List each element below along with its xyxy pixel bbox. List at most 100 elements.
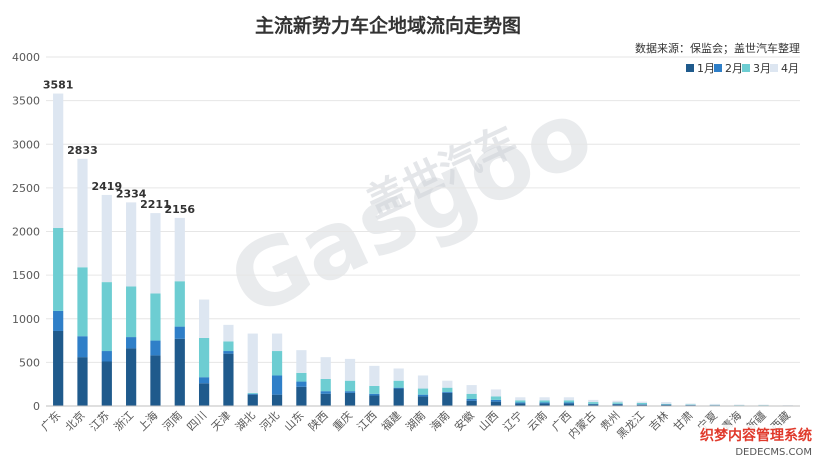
bar-segment — [612, 400, 623, 403]
bar-segment — [539, 402, 550, 404]
bar-segment — [320, 391, 331, 394]
bar-segment — [150, 340, 161, 356]
bar-segment — [53, 310, 64, 331]
bar-segment — [174, 338, 185, 406]
bar-segment — [77, 267, 88, 337]
x-category-label: 山西 — [476, 409, 501, 434]
legend: 1月 2月 3月 4月 — [686, 62, 799, 75]
bar-segment — [636, 402, 648, 405]
bar-segment — [661, 404, 672, 406]
x-category-label: 河南 — [160, 409, 185, 434]
x-category-label: 北京 — [62, 408, 87, 433]
x-category-label: 海南 — [427, 408, 452, 433]
bar-segment — [417, 396, 429, 406]
x-category-label: 陕西 — [305, 408, 330, 433]
bar-segment — [539, 400, 550, 403]
y-tick-label: 3000 — [12, 138, 40, 151]
bar-segment — [442, 392, 453, 406]
bars — [53, 93, 793, 406]
bar-segment — [77, 357, 88, 406]
x-category-label: 内蒙古 — [565, 408, 598, 441]
bar-segment — [563, 400, 575, 403]
bar-segment — [588, 404, 599, 406]
bar-segment — [296, 381, 307, 387]
bar-segment — [393, 368, 404, 381]
bar-segment — [198, 337, 210, 378]
x-category-label: 浙江 — [112, 409, 137, 434]
bar-segment — [588, 399, 599, 403]
bar-segment — [320, 357, 331, 379]
legend-label: 4月 — [781, 62, 799, 75]
y-tick-label: 2500 — [12, 182, 40, 195]
bar-segment — [126, 348, 137, 406]
bar-segment — [53, 93, 64, 229]
bar-segment — [101, 194, 112, 283]
bar-segment — [344, 392, 356, 406]
legend-label: 2月 — [725, 62, 743, 75]
x-category-label: 重庆 — [330, 408, 355, 433]
legend-swatch — [714, 64, 722, 72]
x-category-label: 安徽 — [451, 408, 476, 433]
bar-segment — [466, 400, 477, 406]
bar-segment — [612, 402, 623, 404]
bar-segment — [685, 403, 696, 405]
bar-segment — [101, 282, 112, 352]
bar-segment — [466, 385, 477, 394]
bar-segment — [150, 355, 161, 406]
bar-segment — [247, 393, 258, 395]
legend-swatch — [770, 64, 778, 72]
x-category-label: 吉林 — [646, 408, 671, 433]
bar-segment — [296, 372, 307, 382]
x-category-label: 福建 — [378, 408, 403, 433]
x-category-label: 河北 — [257, 409, 282, 434]
bar-segment — [539, 397, 550, 401]
bar-segment — [198, 299, 210, 338]
legend-swatch — [686, 64, 694, 72]
bar-segment — [417, 375, 429, 389]
bar-segment — [320, 378, 331, 392]
x-category-label: 四川 — [184, 409, 209, 434]
y-tick-label: 4000 — [12, 51, 40, 64]
x-category-label: 江苏 — [87, 409, 112, 434]
legend-label: 3月 — [753, 62, 771, 75]
bar-segment — [271, 394, 283, 406]
x-category-label: 湖北 — [233, 409, 258, 434]
bar-segment — [490, 399, 502, 402]
bar-segment — [515, 402, 526, 404]
bar-segment — [150, 213, 161, 294]
bar-segment — [344, 358, 356, 381]
total-label: 2419 — [91, 180, 122, 193]
bar-segment — [417, 388, 429, 395]
x-category-label: 江西 — [355, 409, 380, 434]
gridlines — [46, 56, 800, 363]
bar-segment — [174, 281, 185, 327]
bar-segment — [174, 217, 185, 282]
site-watermark-title: 织梦内容管理系统 — [700, 427, 812, 444]
y-tick-label: 1500 — [12, 269, 40, 282]
bar-segment — [271, 333, 283, 352]
total-label: 2833 — [67, 144, 98, 157]
watermark: 盖世汽车 Gasgoo — [214, 78, 608, 338]
bar-segment — [393, 387, 404, 389]
site-watermark-bg — [700, 425, 818, 459]
bar-segment — [490, 389, 502, 397]
bar-segment — [636, 401, 648, 403]
bar-segment — [126, 202, 137, 287]
bar-segment — [466, 399, 477, 401]
bar-segment — [442, 387, 453, 393]
bar-segment — [126, 337, 137, 349]
bar-segment — [393, 388, 404, 406]
bar-segment — [174, 326, 185, 339]
bar-segment — [661, 403, 672, 405]
bar-segment — [466, 393, 477, 400]
legend-swatch — [742, 64, 750, 72]
bar-segment — [563, 402, 575, 404]
bar-segment — [515, 403, 526, 406]
bar-segment — [393, 380, 404, 388]
y-tick-label: 500 — [19, 356, 40, 369]
bar-segment — [223, 341, 234, 352]
y-tick-label: 2000 — [12, 226, 40, 239]
bar-segment — [77, 158, 88, 268]
